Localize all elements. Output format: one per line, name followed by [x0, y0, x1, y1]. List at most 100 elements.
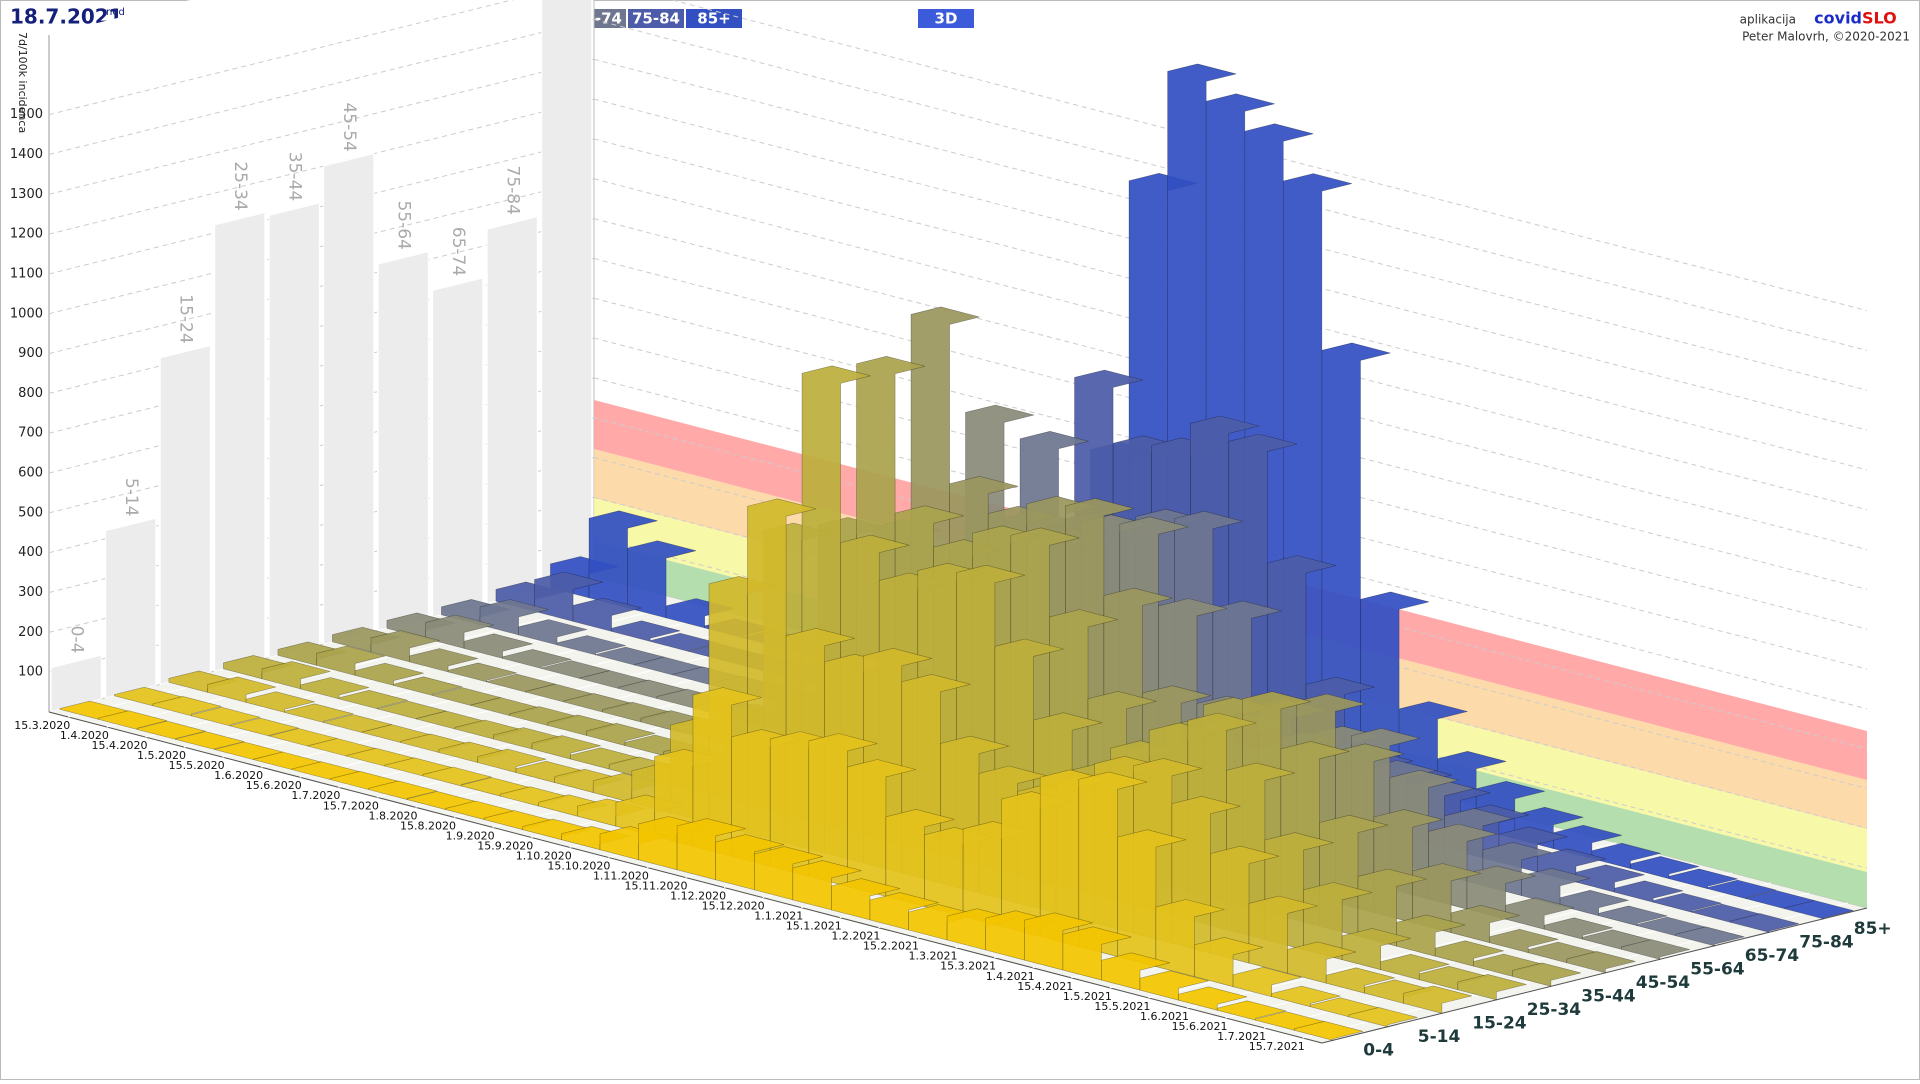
- age-label: 25-34: [1527, 1000, 1582, 1020]
- mode-button[interactable]: 3D: [918, 9, 974, 28]
- x-tick-label: 15.1.2021: [786, 920, 842, 933]
- back-wall-bar: [486, 216, 538, 605]
- ribbon-segment: [1784, 900, 1854, 920]
- credit: Peter Malovrh, ©2020-2021: [1742, 30, 1910, 44]
- back-wall-bar: [105, 517, 157, 699]
- axis-line: [1321, 907, 1868, 1044]
- x-tick-label: 15.3.2020: [14, 719, 70, 732]
- x-tick-label: 15.2.2021: [863, 940, 919, 953]
- back-wall-bar: [214, 211, 266, 672]
- x-tick-label: 15.3.2021: [940, 960, 996, 973]
- x-tick-label: 15.4.2020: [91, 739, 147, 752]
- age-label: 35-44: [1581, 986, 1636, 1006]
- age-label: 0-4: [1363, 1040, 1394, 1060]
- x-tick-label: 15.8.2020: [400, 819, 456, 832]
- back-wall-bar: [377, 251, 429, 632]
- y-tick-label: 100: [18, 665, 43, 680]
- y-tick-label: 200: [18, 625, 43, 640]
- ribbon-segment: [1348, 1007, 1418, 1028]
- back-wall-label: 75-84: [502, 166, 522, 215]
- age-label: 75-84: [1799, 932, 1854, 952]
- ribbon-segment: [1403, 985, 1472, 1014]
- back-wall-bar: [159, 344, 211, 686]
- grid-line: [48, 58, 595, 195]
- age-label: 55-64: [1690, 959, 1745, 979]
- y-tick-label: 400: [18, 545, 43, 560]
- back-wall-label: 55-64: [393, 200, 413, 249]
- back-wall-bar: [323, 153, 375, 645]
- x-tick-label: 15.4.2021: [1017, 980, 1073, 993]
- grid-line: [48, 138, 595, 275]
- legend-label[interactable]: 75-84: [632, 10, 680, 28]
- age-label: 45-54: [1636, 973, 1691, 993]
- x-tick-label: 1.6.2021: [1140, 1010, 1189, 1023]
- back-wall-bar: [268, 202, 320, 659]
- ribbon-segment: [1730, 913, 1799, 933]
- x-tick-label: 1.6.2020: [214, 769, 263, 782]
- grid-line: [48, 0, 514, 116]
- grid-line: [48, 218, 595, 355]
- back-wall-label: 5-14: [121, 478, 141, 517]
- y-tick-label: 1300: [10, 187, 43, 202]
- grid-line: [48, 377, 595, 514]
- back-wall-label: 25-34: [230, 161, 250, 210]
- x-tick-label: 15.12.2020: [702, 900, 765, 913]
- x-tick-label: 15.6.2021: [1172, 1020, 1228, 1033]
- ribbon-segment: [1621, 939, 1690, 960]
- age-label: 5-14: [1418, 1027, 1461, 1047]
- x-tick-label: 1.4.2020: [60, 729, 109, 742]
- x-tick-label: 15.7.2021: [1249, 1040, 1305, 1053]
- y-tick-label: 1200: [10, 227, 43, 242]
- y-tick-label: 800: [18, 386, 43, 401]
- back-wall-label: 45-54: [339, 102, 359, 151]
- grid-line: [48, 178, 595, 315]
- legend-item[interactable]: 75-84: [628, 9, 684, 28]
- x-tick-label: 1.8.2020: [368, 809, 417, 822]
- back-wall-bar: [541, 0, 593, 591]
- y-tick-label: 1400: [10, 147, 43, 162]
- x-tick-label: 1.3.2021: [909, 950, 958, 963]
- legend-label[interactable]: 85+: [697, 10, 730, 28]
- app-name: covid: [1814, 9, 1862, 28]
- x-tick-label: 1.5.2021: [1063, 990, 1112, 1003]
- y-tick-label: 500: [18, 505, 43, 520]
- mode-button-bg[interactable]: [918, 9, 974, 28]
- x-tick-label: 15.5.2020: [169, 759, 225, 772]
- back-wall-bar: [432, 277, 484, 618]
- legend-swatch[interactable]: [686, 9, 742, 28]
- x-tick-label: 1.4.2021: [986, 970, 1035, 983]
- age-label: 85+: [1854, 919, 1892, 939]
- age-label: 15-24: [1472, 1013, 1527, 1033]
- x-tick-label: 1.7.2021: [1217, 1030, 1266, 1043]
- x-tick-label: 1.2.2021: [831, 930, 880, 943]
- y-tick-label: 600: [18, 466, 43, 481]
- x-tick-label: 15.10.2020: [547, 859, 610, 872]
- ribbon-segment: [1512, 962, 1581, 987]
- x-tick-label: 15.11.2020: [625, 880, 688, 893]
- back-wall-label: 35-44: [284, 152, 304, 201]
- ribbon-segment: [1457, 974, 1527, 1001]
- legend-swatch[interactable]: [628, 9, 684, 28]
- grid-line: [48, 98, 595, 235]
- legend-item[interactable]: 85+: [686, 9, 742, 28]
- app-name: SLO: [1862, 9, 1897, 28]
- age-label: 65-74: [1745, 946, 1800, 966]
- y-tick-label: 700: [18, 426, 43, 441]
- mode-button-label[interactable]: 3D: [935, 10, 958, 28]
- grid-line: [48, 297, 595, 434]
- app-prefix: aplikacija: [1740, 13, 1796, 27]
- x-tick-label: 15.5.2021: [1094, 1000, 1150, 1013]
- weekday: ned: [106, 7, 125, 18]
- x-tick-label: 1.11.2020: [593, 869, 649, 882]
- x-tick-label: 1.10.2020: [516, 849, 572, 862]
- grid-line: [48, 337, 595, 474]
- x-tick-label: 15.9.2020: [477, 839, 533, 852]
- y-tick-label: 1100: [10, 266, 43, 281]
- x-tick-label: 1.1.2021: [754, 910, 803, 923]
- y-tick-label: 900: [18, 346, 43, 361]
- back-wall-label: 0-4: [66, 626, 86, 654]
- x-tick-label: 1.9.2020: [446, 829, 495, 842]
- back-wall-label: 65-74: [448, 227, 468, 276]
- x-tick-label: 1.5.2020: [137, 749, 186, 762]
